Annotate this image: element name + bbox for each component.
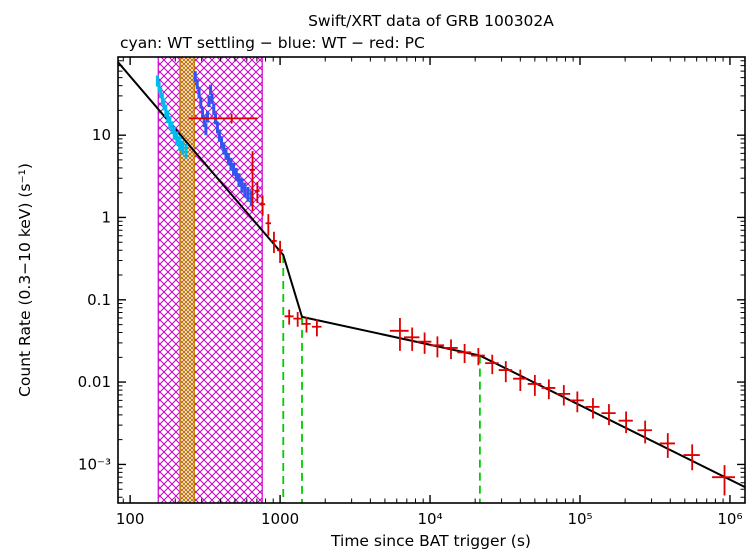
data-point-pc [311,319,322,337]
data-point-wt [205,110,209,123]
data-point-wt [231,162,235,176]
x-axis-label: Time since BAT trigger (s) [330,532,531,550]
data-point-wt-settling [162,98,166,111]
data-point-pc [637,420,652,444]
data-point-wt-settling [155,75,159,87]
excluded-time-bands [157,57,263,503]
data-point-pc [585,398,600,419]
data-point-wt [215,121,219,134]
data-point-wt [246,186,250,202]
data-point-wt [234,167,238,181]
data-point-pc [457,344,472,364]
data-point-pc [618,411,633,434]
data-point-wt [212,103,216,115]
data-point-pc [249,151,255,211]
data-point-pc [443,339,458,360]
data-point-pc [271,231,277,254]
data-point-pc [527,375,542,396]
data-point-wt [226,152,230,166]
data-point-wt [217,129,221,142]
data-point-pc [293,312,302,327]
data-point-pc [712,465,735,496]
data-point-wt [201,106,205,119]
wt-exclusion-band-edges [157,57,263,503]
data-point-pc [556,385,571,406]
x-tick-label: 100 [116,510,145,528]
data-point-wt-settling [160,93,164,105]
data-point-pc [683,444,700,471]
x-tick-label: 10⁴ [417,510,442,528]
data-point-pc [570,391,584,413]
data-point-wt-settling [178,136,182,151]
plot-border [117,56,746,504]
plot-marks [118,61,745,503]
wt-exclusion-band [158,57,263,503]
data-point-pc [417,332,432,354]
data-point-wt-settling [170,121,174,135]
data-point-wt [229,157,233,171]
data-point-pc [430,336,445,358]
data-point-wt [222,142,226,155]
data-point-pc [471,347,485,366]
data-point-pc [302,316,311,333]
chart-title: Swift/XRT data of GRB 100302A [308,12,554,30]
data-point-wt-settling [175,131,179,146]
data-point-pc [513,369,527,391]
data-point-wt-settling [181,140,185,155]
data-point-pc [659,433,675,458]
data-point-pc [389,318,409,351]
y-tick-label: 10⁻³ [78,455,111,473]
data-point-pc [498,361,513,383]
y-axis-label: Count Rate (0.3−10 keV) (s⁻¹) [16,163,34,397]
data-point-wt [207,95,211,107]
data-point-pc [277,240,283,263]
series-pc [188,113,735,496]
chart-subtitle: cyan: WT settling − blue: WT − red: PC [120,34,425,52]
data-point-wt [204,123,208,136]
data-point-wt [220,136,224,149]
data-point-wt [237,173,241,187]
y-tick-label: 10 [92,126,111,144]
data-point-wt [209,84,213,95]
x-tick-label: 10⁵ [567,510,592,528]
data-point-pc [485,354,499,375]
data-point-pc [403,327,420,351]
data-point-pc [188,113,258,124]
data-point-pc [254,181,260,203]
data-point-pc [601,404,616,426]
fit-line [118,61,745,489]
data-point-wt [199,97,203,109]
data-point-pc [260,195,266,216]
data-point-wt-settling [157,81,161,93]
data-point-pc [541,379,556,400]
data-point-wt [210,93,214,104]
data-point-pc [265,214,272,236]
x-tick-label: 1000 [261,510,299,528]
data-point-wt [193,71,197,83]
series-wt-settling [155,75,188,159]
y-tick-label: 1 [101,208,111,226]
settling-exclusion-band [179,57,195,503]
data-point-wt [195,79,199,90]
settling-exclusion-band-edges [179,57,195,503]
x-tick-label: 10⁶ [717,510,742,528]
data-point-wt [224,147,228,160]
data-point-wt [243,182,247,198]
data-point-wt [202,115,206,128]
data-point-wt-settling [159,87,163,99]
data-point-wt [240,178,244,193]
y-tick-label: 0.01 [78,373,111,391]
data-point-wt [197,87,201,99]
data-point-wt-settling [184,144,188,159]
data-point-wt-settling [172,126,176,140]
data-point-pc [284,309,294,325]
y-tick-label: 0.1 [87,291,111,309]
axes: 100 1000 10⁴ 10⁵ 10⁶ 10 1 0.1 0.01 10⁻³ [78,56,746,528]
